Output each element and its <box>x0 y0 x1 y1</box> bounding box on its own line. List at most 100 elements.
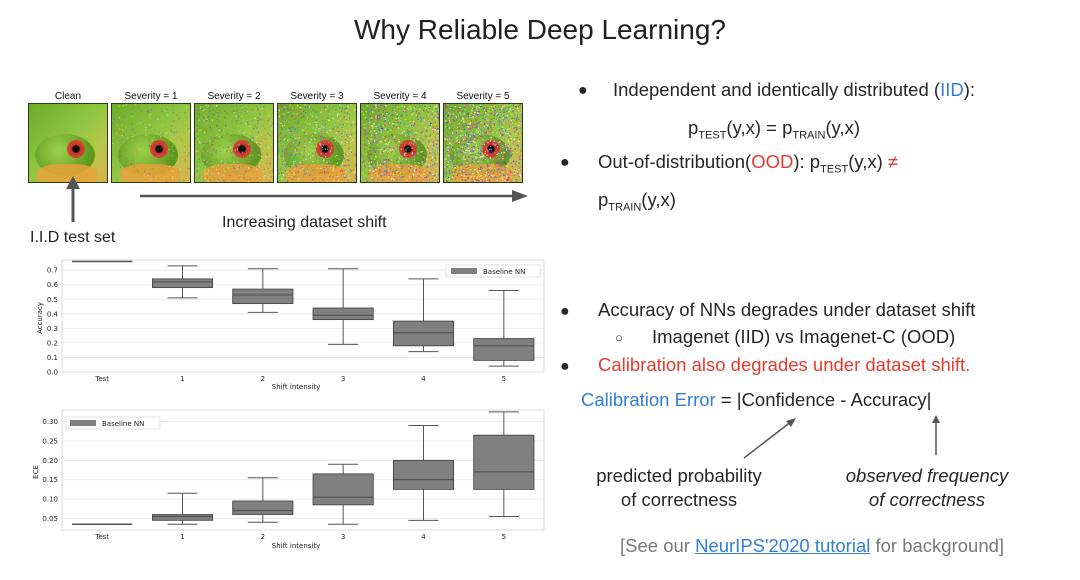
dataset-shift-caption: Increasing dataset shift <box>222 214 387 231</box>
bullet-dot-icon: ● <box>560 154 570 171</box>
footer-reference: [See our NeurIPS'2020 tutorial for backg… <box>620 535 1004 557</box>
acc-box-body <box>312 307 374 321</box>
frog-image-severity-5 <box>443 103 523 183</box>
strip-arrows <box>66 176 528 222</box>
ood-test: TEST <box>820 163 849 176</box>
ece-legend-swatch <box>70 420 96 426</box>
ece-box-body <box>473 434 535 490</box>
bullet-dot-icon: ● <box>560 358 570 375</box>
acc-y-tick-label: 0.7 <box>47 267 58 275</box>
acc-y-tick-label: 0.1 <box>47 354 58 362</box>
formula-mid: (y,x) = p <box>726 117 793 138</box>
acc-box-body <box>151 278 214 289</box>
iid-word: IID <box>940 79 964 100</box>
ood-mid: ): p <box>793 151 821 172</box>
frog-image-severity-4 <box>360 103 440 183</box>
acc-x-tick-label: 5 <box>502 375 506 383</box>
ece-box-1 <box>151 492 214 525</box>
ece-legend: Baseline NN <box>65 416 161 430</box>
ece-y-tick-label: 0.25 <box>42 437 58 445</box>
ece-box-body <box>392 459 455 490</box>
accuracy-degrades-text: Accuracy of NNs degrades under dataset s… <box>598 299 976 320</box>
ece-x-tick-label: 2 <box>261 533 265 541</box>
accuracy-x-axis-label: Shift intensity <box>272 383 320 391</box>
ood-bullet-text-line2: pTRAIN(y,x) <box>598 189 676 214</box>
diagonal-arrow-icon <box>743 418 796 459</box>
ece-box-2 <box>232 477 294 523</box>
ood-bullet-text: Out-of-distribution(OOD): pTEST(y,x) ≠ <box>598 151 898 176</box>
acc-y-tick-label: 0.2 <box>47 339 58 347</box>
ece-legend-label: Baseline NN <box>102 420 144 428</box>
annotation-arrows <box>743 415 940 459</box>
iid-bullet-text: Independent and identically distributed … <box>613 79 975 101</box>
ood-args: (y,x) <box>848 151 888 172</box>
accuracy-plot-area <box>61 259 545 373</box>
frog-image-severity-1 <box>111 103 191 183</box>
footer-suffix: for background] <box>870 535 1005 556</box>
acc-y-tick-label: 0.6 <box>47 281 59 289</box>
ood-train: TRAIN <box>608 201 642 214</box>
acc-box-3 <box>312 268 374 345</box>
ece-boxplot: 0.05 0.10 0.15 0.20 0.25 0.30 Test 1 2 3 4 5 Basel… <box>32 409 545 550</box>
accuracy-y-axis-label: Accuracy <box>36 302 44 334</box>
ece-y-tick-label: 0.30 <box>42 418 58 426</box>
ood-prefix: Out-of-distribution( <box>598 151 752 172</box>
formula-train: TRAIN <box>792 129 826 142</box>
acc-x-tick-label: 2 <box>261 375 265 383</box>
iid-suffix: ): <box>963 79 976 100</box>
ece-x-tick-label: 5 <box>502 533 506 541</box>
predicted-probability-line2: of correctness <box>620 489 738 510</box>
ece-box-3 <box>312 463 374 525</box>
hollow-bullet-icon: ○ <box>615 330 623 345</box>
acc-box-body <box>232 288 294 305</box>
tile-label-severity-4: Severity = 4 <box>373 91 427 102</box>
formula-end: (y,x) <box>825 117 860 138</box>
formula-test: TEST <box>698 129 727 142</box>
calibration-error-equation: = |Confidence - Accuracy| <box>715 389 932 410</box>
accuracy-boxplot: 0.0 0.1 0.2 0.3 0.4 0.5 0.6 0.7 Test 1 2 3 4 5 Basel… <box>36 259 545 391</box>
accuracy-legend-swatch <box>451 268 477 274</box>
neurips-tutorial-link[interactable]: NeurIPS'2020 tutorial <box>695 535 871 556</box>
observed-frequency-caption: observed frequency of correctness <box>826 465 1028 511</box>
calibration-error-formula: Calibration Error = |Confidence - Accura… <box>581 389 931 411</box>
acc-box-2 <box>232 268 294 313</box>
acc-box-5 <box>473 290 535 367</box>
footer-prefix: [See our <box>620 535 696 556</box>
iid-formula: pTEST(y,x) = pTRAIN(y,x) <box>688 117 860 142</box>
ece-box-4 <box>392 424 455 521</box>
acc-y-tick-label: 0.4 <box>47 310 59 318</box>
acc-x-tick-label: 4 <box>421 375 426 383</box>
ece-plot-area <box>61 409 545 531</box>
acc-x-tick-label: 1 <box>180 375 184 383</box>
calibration-degrades-text: Calibration also degrades under dataset … <box>598 354 971 375</box>
ece-y-tick-label: 0.10 <box>42 496 58 504</box>
up-arrow-icon <box>932 415 940 455</box>
iid-prefix: Independent and identically distributed … <box>613 79 941 100</box>
accuracy-legend: Baseline NN <box>445 264 541 278</box>
acc-box-4 <box>392 278 455 353</box>
ece-y-tick-label: 0.05 <box>42 515 58 523</box>
tile-label-clean: Clean <box>54 91 82 102</box>
acc-y-tick-label: 0.0 <box>47 369 58 377</box>
bullet-dot-icon: ● <box>578 82 588 99</box>
iid-test-set-caption: I.I.D test set <box>30 229 116 246</box>
up-arrow-icon <box>66 176 80 222</box>
acc-y-tick-label: 0.5 <box>47 296 58 304</box>
imagenet-comparison-text: Imagenet (IID) vs Imagenet-C (OOD) <box>652 326 956 347</box>
ece-y-tick-label: 0.15 <box>42 476 58 484</box>
acc-box-body <box>473 338 535 361</box>
ood-not-equal: ≠ <box>887 151 899 172</box>
tile-label-severity-3: Severity = 3 <box>290 91 344 102</box>
predicted-probability-caption: predicted probability of correctness <box>578 465 780 511</box>
tile-label-severity-1: Severity = 1 <box>124 91 178 102</box>
acc-x-tick-label: Test <box>94 375 109 383</box>
acc-y-tick-label: 0.3 <box>47 325 58 333</box>
observed-frequency-line1: observed frequency <box>845 465 1009 486</box>
ece-x-tick-label: 3 <box>341 533 345 541</box>
tile-label-severity-2: Severity = 2 <box>207 91 261 102</box>
ood-end: (y,x) <box>641 189 676 210</box>
ece-x-tick-label: Test <box>94 533 109 541</box>
ood-p: p <box>598 189 609 210</box>
ece-box-body <box>151 514 214 521</box>
frog-image-severity-2 <box>194 103 274 183</box>
